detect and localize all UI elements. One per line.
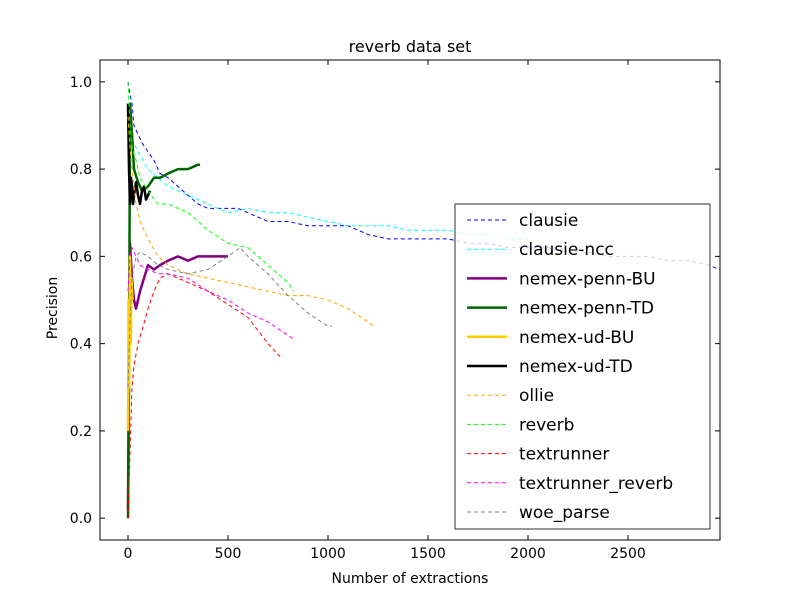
series-line-reverb [127, 81, 295, 292]
legend-label-woe_parse: woe_parse [519, 503, 610, 523]
legend-label-nemex-penn-BU: nemex-penn-BU [519, 269, 656, 289]
chart-title: reverb data set [349, 37, 472, 56]
y-tick-label: 1.0 [70, 75, 92, 91]
x-tick-label: 1500 [410, 546, 446, 562]
x-tick-label: 2500 [610, 546, 646, 562]
legend-label-nemex-ud-BU: nemex-ud-BU [519, 328, 634, 348]
plot-frame [99, 59, 721, 541]
series-line-clausie [127, 81, 720, 270]
series-line-ollie [127, 116, 375, 327]
legend-label-clausie: clausie [519, 211, 578, 231]
axes: 0 500 1000 1500 2000 2500 0.0 0.2 0.4 0.6 0.8 1.0 [70, 59, 721, 562]
x-tick-label: 500 [215, 546, 242, 562]
series-line-woe_parse [127, 247, 332, 388]
legend-label-textrunner: textrunner [519, 445, 609, 465]
legend: clausie clausie-ncc nemex-penn-BU nemex-pen… [454, 203, 711, 530]
legend-label-reverb: reverb [519, 415, 574, 435]
series-line-textrunner_reverb [127, 247, 295, 340]
y-tick-label: 0.2 [70, 424, 92, 440]
y-tick-label: 0.6 [70, 249, 92, 265]
x-tick-label: 0 [124, 546, 133, 562]
legend-label-textrunner_reverb: textrunner_reverb [519, 474, 673, 494]
x-tick-label: 1000 [310, 546, 346, 562]
legend-label-clausie-ncc: clausie-ncc [519, 240, 614, 260]
series-line-nemex-ud-BU [126, 255, 134, 431]
legend-label-nemex-ud-TD: nemex-ud-TD [519, 357, 633, 377]
y-axis-label: Precision [45, 277, 61, 339]
legend-label-ollie: ollie [519, 386, 554, 406]
x-axis-label: Number of extractions [332, 571, 489, 587]
series-line-nemex-penn-TD [126, 102, 200, 519]
series-line-nemex-ud-TD [126, 103, 152, 206]
series-line-textrunner [127, 273, 281, 519]
series-line-nemex-penn-BU [126, 242, 228, 510]
y-tick-label: 0.4 [70, 337, 92, 353]
legend-label-nemex-penn-TD: nemex-penn-TD [519, 299, 654, 319]
plot-area [126, 81, 720, 519]
y-tick-label: 0.0 [70, 511, 92, 527]
y-tick-label: 0.8 [70, 162, 92, 178]
x-tick-label: 2000 [510, 546, 546, 562]
